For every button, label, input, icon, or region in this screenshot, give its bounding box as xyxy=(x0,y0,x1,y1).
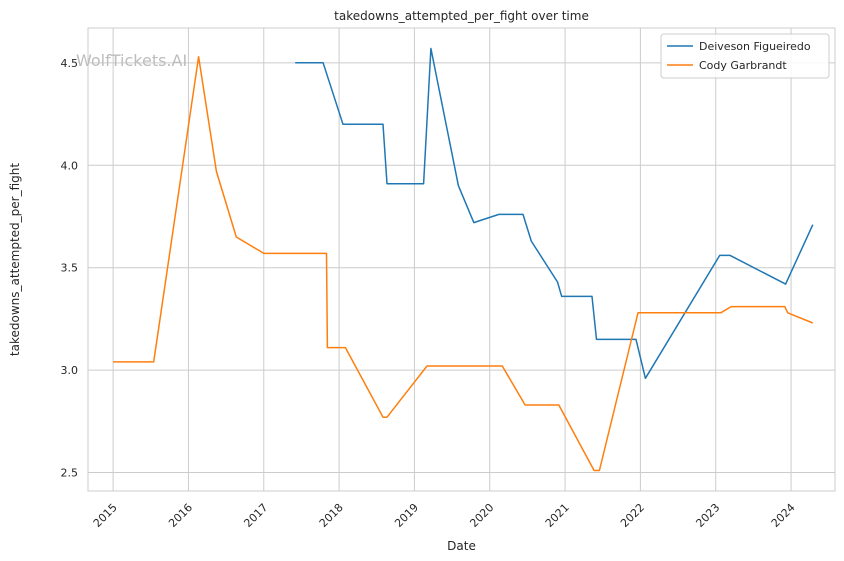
y-tick-label: 4.0 xyxy=(61,159,79,172)
series-line-1 xyxy=(113,55,814,472)
watermark: WolfTickets.AI xyxy=(76,51,187,70)
y-tick-label: 4.5 xyxy=(61,57,79,70)
plot-frame xyxy=(87,27,836,492)
legend-entry-label: Deiveson Figueiredo xyxy=(699,40,811,53)
x-axis-label: Date xyxy=(447,539,476,553)
series-lines xyxy=(113,47,814,472)
y-tick-label: 2.5 xyxy=(61,467,79,480)
axis-ticks: 2015 2016 2017 2018 2019 2020 2021 2022 2023 2024… xyxy=(61,57,798,530)
chart-title: takedowns_attempted_per_fight over time xyxy=(334,9,589,23)
grid xyxy=(88,28,835,491)
y-tick-label: 3.0 xyxy=(61,364,79,377)
legend-box xyxy=(660,33,830,79)
legend-entry-label: Cody Garbrandt xyxy=(699,59,787,72)
y-tick-label: 3.5 xyxy=(61,262,79,275)
legend: Deiveson Figueiredo Cody Garbrandt xyxy=(660,33,830,79)
series-line-0 xyxy=(295,47,814,380)
y-axis-label: takedowns_attempted_per_fight xyxy=(8,163,22,356)
